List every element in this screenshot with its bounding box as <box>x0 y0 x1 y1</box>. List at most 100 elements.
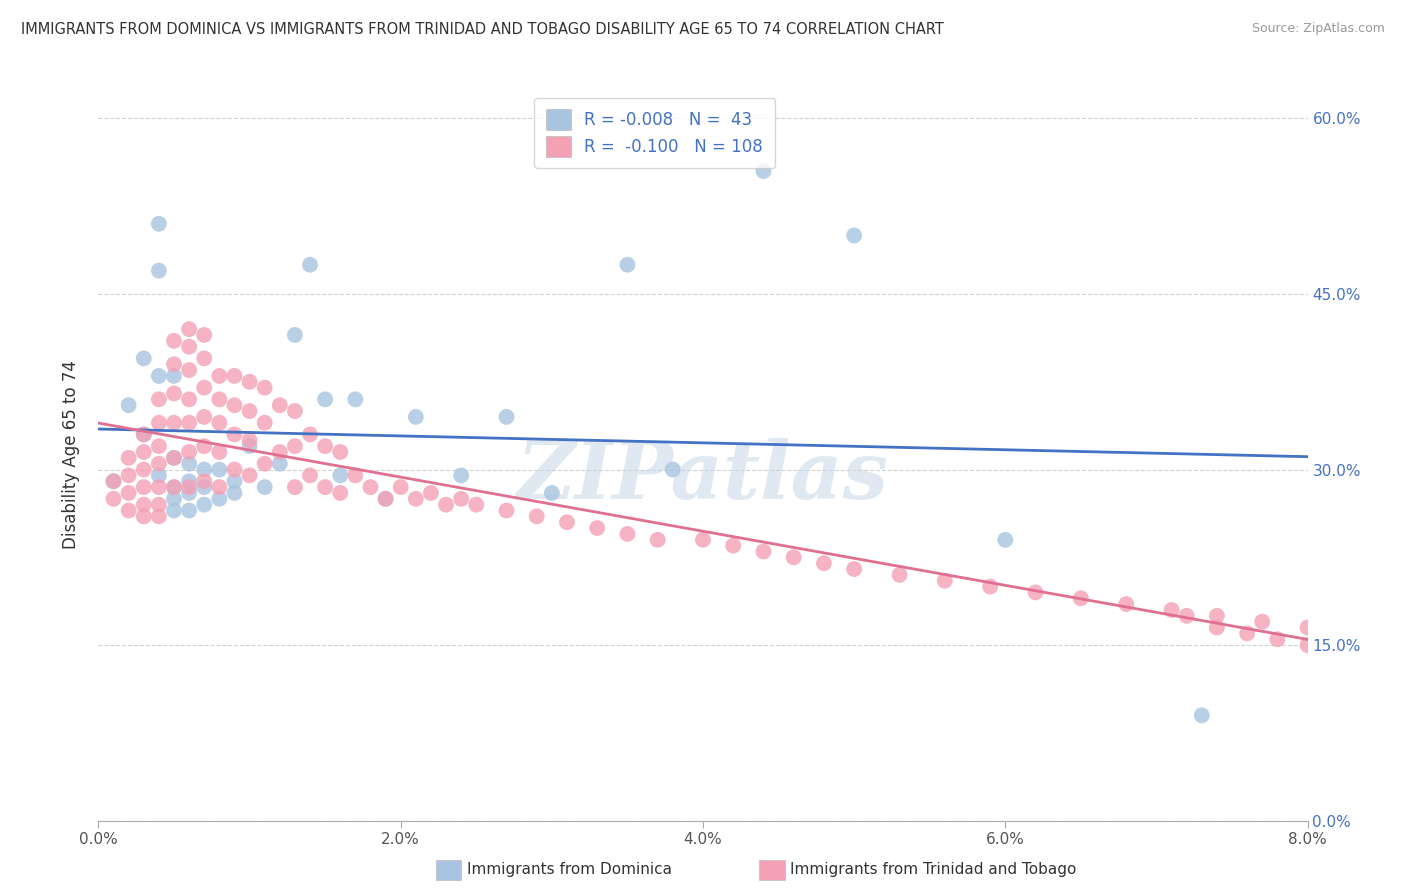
Point <box>979 580 1001 594</box>
Point <box>103 491 125 506</box>
Point <box>163 450 186 465</box>
Point <box>118 468 141 483</box>
Point <box>179 457 201 471</box>
Point <box>148 392 170 407</box>
Point <box>179 445 201 459</box>
Point <box>616 527 638 541</box>
Y-axis label: Disability Age 65 to 74: Disability Age 65 to 74 <box>62 360 80 549</box>
Point <box>253 416 276 430</box>
Point <box>239 468 262 483</box>
Point <box>179 392 201 407</box>
Point <box>193 475 215 489</box>
Point <box>495 503 517 517</box>
Point <box>132 498 155 512</box>
Point <box>118 503 141 517</box>
Point <box>420 486 443 500</box>
Point <box>179 503 201 517</box>
Point <box>450 468 472 483</box>
Point <box>118 486 141 500</box>
Point <box>193 351 215 366</box>
Point <box>208 491 231 506</box>
Point <box>224 398 246 412</box>
Point <box>103 475 125 489</box>
Point <box>148 498 170 512</box>
Point <box>148 368 170 383</box>
Point <box>299 427 322 442</box>
Point <box>450 491 472 506</box>
Point <box>374 491 396 506</box>
Point <box>132 427 155 442</box>
Point <box>314 480 336 494</box>
Text: IMMIGRANTS FROM DOMINICA VS IMMIGRANTS FROM TRINIDAD AND TOBAGO DISABILITY AGE 6: IMMIGRANTS FROM DOMINICA VS IMMIGRANTS F… <box>21 22 943 37</box>
Point <box>148 509 170 524</box>
Point <box>163 480 186 494</box>
Point <box>132 462 155 476</box>
Point <box>239 439 262 453</box>
Point <box>179 480 201 494</box>
Point <box>661 462 683 476</box>
Point <box>1236 626 1258 640</box>
Point <box>1341 626 1364 640</box>
Point <box>1206 608 1229 623</box>
Point <box>239 404 262 418</box>
Point <box>239 375 262 389</box>
Point <box>314 439 336 453</box>
Point <box>208 480 231 494</box>
Point <box>434 498 457 512</box>
Point <box>389 480 412 494</box>
Point <box>1267 632 1289 647</box>
Point <box>555 515 578 529</box>
Point <box>132 509 155 524</box>
Point <box>253 381 276 395</box>
Point <box>163 357 186 371</box>
Point <box>224 475 246 489</box>
Point <box>179 322 201 336</box>
Point <box>208 392 231 407</box>
Point <box>208 368 231 383</box>
Point <box>284 404 307 418</box>
Text: Immigrants from Dominica: Immigrants from Dominica <box>467 863 672 877</box>
Point <box>1160 603 1182 617</box>
Point <box>692 533 714 547</box>
Point <box>163 480 186 494</box>
Point <box>163 503 186 517</box>
Point <box>465 498 488 512</box>
Point <box>163 491 186 506</box>
Point <box>193 439 215 453</box>
Point <box>1115 597 1137 611</box>
Point <box>1025 585 1047 599</box>
Point <box>163 334 186 348</box>
Point <box>344 468 367 483</box>
Point <box>1070 591 1092 606</box>
Point <box>163 416 186 430</box>
Point <box>405 491 427 506</box>
Point <box>1386 632 1406 647</box>
Point <box>1206 621 1229 635</box>
Point <box>752 544 775 558</box>
Point <box>1251 615 1274 629</box>
Point <box>844 562 866 576</box>
Point <box>132 480 155 494</box>
Point <box>1296 621 1319 635</box>
Point <box>374 491 396 506</box>
Point <box>495 409 517 424</box>
Point <box>163 450 186 465</box>
Point <box>752 164 775 178</box>
Point <box>179 340 201 354</box>
Point <box>844 228 866 243</box>
Point <box>284 480 307 494</box>
Point <box>193 462 215 476</box>
Point <box>1175 608 1198 623</box>
Point <box>994 533 1017 547</box>
Point <box>224 486 246 500</box>
Point <box>118 450 141 465</box>
Point <box>224 427 246 442</box>
Point <box>616 258 638 272</box>
Point <box>148 416 170 430</box>
Point <box>253 457 276 471</box>
Point <box>269 398 291 412</box>
Point <box>179 475 201 489</box>
Point <box>360 480 382 494</box>
Point <box>208 462 231 476</box>
Point <box>103 475 125 489</box>
